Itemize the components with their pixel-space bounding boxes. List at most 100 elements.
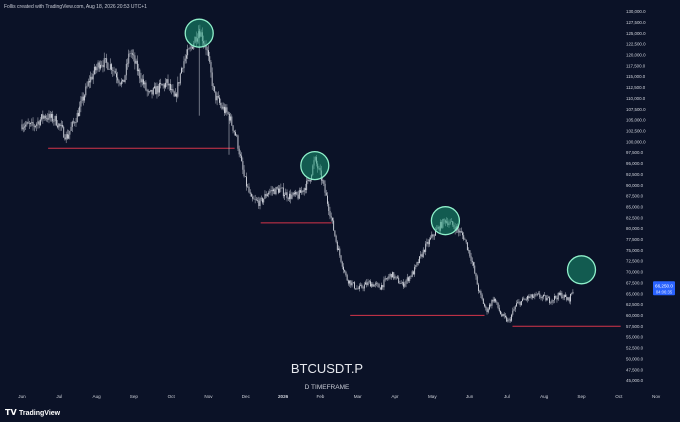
candle-body: [120, 81, 122, 85]
price-tick-label: 105,000.0: [626, 118, 646, 123]
candle-body: [257, 200, 259, 201]
candle-body: [275, 187, 277, 195]
candle-body: [563, 294, 565, 298]
price-axis[interactable]: 130,000.0 127,500.0 125,000.0 122,500.0 120,…: [626, 9, 646, 383]
candle-body: [560, 292, 562, 295]
candle-body: [304, 188, 306, 191]
candle-body: [360, 284, 362, 286]
candle-body: [292, 192, 294, 196]
candle-body: [81, 96, 83, 101]
candle-body: [244, 176, 246, 177]
time-tick-label: Apr: [391, 394, 399, 399]
symbol-watermark: BTCUSDT.P: [291, 361, 363, 376]
candle-body: [520, 300, 522, 306]
candle-body: [168, 83, 170, 86]
price-tick-label: 82,500.0: [626, 215, 644, 220]
candle-body: [538, 293, 540, 295]
candle-body: [101, 64, 103, 66]
candle-body: [215, 91, 217, 101]
time-tick-label: Sep: [130, 394, 139, 399]
candle-body: [336, 241, 338, 250]
candle-body: [114, 71, 116, 74]
candle-body: [28, 123, 30, 124]
candle-body: [52, 114, 54, 122]
candle-body: [328, 203, 330, 211]
candle-body: [262, 198, 263, 203]
candle-body: [490, 304, 492, 306]
candle-body: [476, 276, 478, 285]
candle-body: [145, 82, 147, 91]
candle-body: [192, 46, 193, 49]
candle-body: [347, 280, 349, 284]
candle-body: [293, 192, 295, 195]
price-tick-label: 87,500.0: [626, 194, 644, 199]
candle-body: [228, 113, 230, 121]
candle-body: [339, 248, 341, 256]
candle-body: [546, 297, 548, 301]
time-axis[interactable]: Jun Jul Aug Sep Oct Nov Dec 2026 Feb Mar Apr May Jun…: [18, 394, 661, 399]
candle-body: [473, 262, 474, 266]
candle-body: [571, 293, 573, 295]
candle-body: [156, 85, 158, 95]
candle-body: [471, 260, 473, 263]
candle-body: [501, 314, 503, 317]
candle-body: [481, 294, 483, 299]
candle-body: [249, 192, 251, 194]
price-tick-label: 110,000.0: [626, 96, 646, 101]
time-tick-label: Aug: [540, 394, 549, 399]
time-tick-label: Aug: [93, 394, 102, 399]
last-price-badge: 66,250.0 04:06:35: [653, 281, 675, 296]
candle-body: [112, 69, 114, 71]
candle-body: [91, 76, 93, 80]
candle-body: [230, 116, 232, 121]
candle-body: [222, 106, 224, 109]
candle-body: [123, 79, 125, 83]
candle-body: [185, 55, 187, 59]
candle-body: [75, 122, 77, 124]
price-tick-label: 127,500.0: [626, 20, 646, 25]
candle-body: [296, 191, 298, 195]
price-tick-label: 117,500.0: [626, 63, 646, 68]
candle-body: [468, 249, 470, 251]
candle-body: [173, 91, 175, 97]
candle-body: [125, 63, 127, 76]
candle-body: [188, 48, 190, 50]
candle-body: [417, 262, 419, 263]
candle-body: [566, 296, 568, 300]
chart-credit: Follis created with TradingView.com, Aug…: [4, 4, 147, 10]
candle-body: [381, 285, 382, 290]
candle-body: [408, 277, 409, 281]
candle-body: [361, 284, 363, 288]
candle-body: [398, 277, 400, 284]
tradingview-logo[interactable]: 𝗧𝗩 TradingView: [5, 408, 61, 417]
time-tick-label: 2026: [278, 394, 289, 399]
candle-body: [280, 187, 282, 189]
candle-body: [98, 62, 100, 69]
candle-body: [463, 235, 465, 240]
candle-body: [269, 191, 271, 193]
candle-body: [167, 79, 169, 86]
candle-body: [351, 282, 353, 286]
candle-body: [179, 73, 181, 84]
candle-body: [529, 296, 531, 299]
candle-body: [518, 301, 520, 303]
price-tick-label: 55,000.0: [626, 335, 644, 340]
candle-body: [493, 298, 495, 302]
price-tick-label: 47,500.0: [626, 367, 644, 372]
price-tick-label: 77,500.0: [626, 237, 644, 242]
candle-body: [415, 264, 417, 268]
candle-body: [206, 49, 208, 51]
peak-highlight-circle: [300, 150, 330, 181]
candle-body: [76, 112, 78, 123]
candle-body: [80, 100, 82, 107]
candle-body: [36, 123, 38, 126]
candle-body: [232, 125, 234, 131]
candle-body: [324, 183, 326, 193]
price-tick-label: 80,000.0: [626, 226, 644, 231]
candle-body: [239, 154, 241, 156]
candle-body: [289, 193, 290, 200]
candle-body: [482, 298, 484, 304]
candle-body: [170, 83, 171, 91]
candle-body: [558, 292, 560, 295]
